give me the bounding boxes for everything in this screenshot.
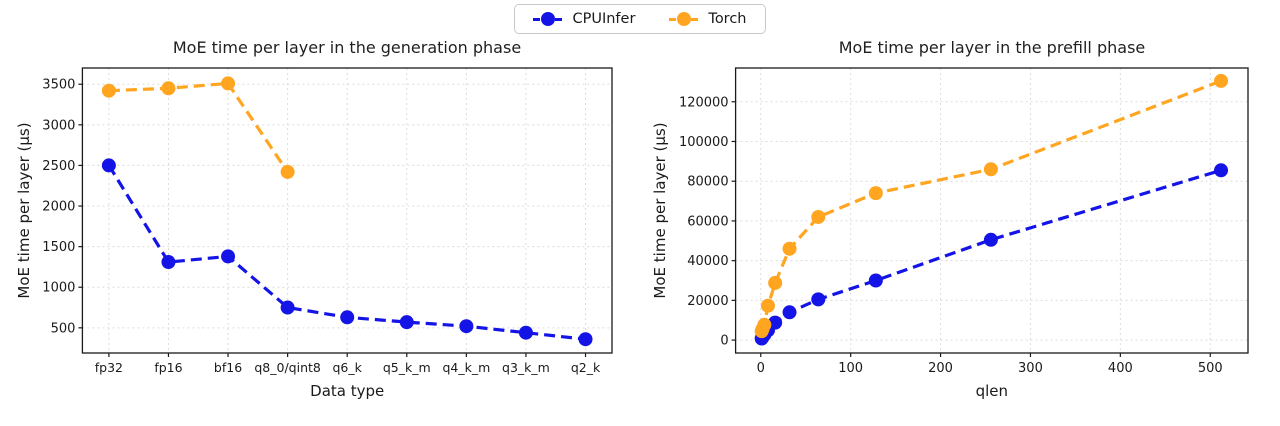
plot-border: [81, 67, 613, 354]
data-point: [518, 325, 533, 340]
x-axis: 0 100 200 300 400 500: [757, 353, 1223, 376]
svg-text:60000: 60000: [687, 214, 728, 229]
data-point: [161, 255, 176, 270]
generation-chart-title: MoE time per layer in the generation pha…: [172, 38, 522, 57]
data-point: [340, 310, 355, 325]
svg-text:100: 100: [838, 361, 863, 376]
svg-text:20000: 20000: [687, 294, 728, 309]
data-point: [983, 162, 998, 177]
legend-label-torch: Torch: [708, 11, 747, 27]
prefill-chart-panel: MoE time per layer in the prefill phase …: [650, 36, 1260, 409]
data-point: [868, 186, 883, 201]
data-point: [768, 275, 783, 290]
data-point: [101, 158, 116, 173]
legend-dot: [541, 12, 556, 26]
data-point: [983, 232, 998, 247]
svg-text:3500: 3500: [42, 78, 75, 93]
legend-item-cpuinfer: CPUInfer: [533, 11, 635, 27]
svg-text:q5_k_m: q5_k_m: [383, 360, 431, 375]
svg-text:q8_0/qint8: q8_0/qint8: [254, 360, 321, 375]
legend-dot: [677, 12, 692, 26]
data-point: [768, 315, 783, 330]
y-axis-label: MoE time per layer (µs): [651, 122, 669, 298]
cpuinfer-marker-icon: [533, 12, 564, 26]
generation-chart-panel: MoE time per layer in the generation pha…: [14, 36, 624, 409]
prefill-chart-title: MoE time per layer in the prefill phase: [838, 38, 1146, 57]
generation-phase-chart: 500 1000 1500 2000 2500 3000 3500 fp32 fp16 bf16 q…: [15, 67, 613, 400]
series-cpuinfer: [101, 158, 593, 347]
svg-text:0: 0: [757, 361, 765, 376]
svg-text:500: 500: [51, 321, 76, 336]
data-point: [221, 249, 236, 264]
legend-row: CPUInfer Torch: [0, 4, 1280, 34]
grid-lines: [735, 68, 1248, 353]
y-axis-label: MoE time per layer (µs): [15, 122, 33, 298]
svg-text:fp16: fp16: [154, 360, 182, 375]
data-point: [101, 83, 116, 98]
data-point: [399, 315, 414, 330]
svg-text:80000: 80000: [687, 175, 728, 190]
svg-text:3000: 3000: [42, 118, 75, 133]
y-axis: 0 20000 40000 60000 80000 100000 120000: [679, 95, 736, 349]
legend-item-torch: Torch: [669, 11, 747, 27]
svg-text:bf16: bf16: [214, 360, 242, 375]
svg-text:1500: 1500: [42, 240, 75, 255]
data-point: [221, 76, 236, 91]
data-point: [280, 164, 295, 179]
svg-text:120000: 120000: [679, 95, 729, 110]
data-point: [811, 292, 826, 307]
svg-text:2500: 2500: [42, 159, 75, 174]
data-point: [1214, 73, 1229, 88]
x-axis: fp32 fp16 bf16 q8_0/qint8 q6_k q5_k_m q4_k_m q3…: [95, 353, 601, 375]
svg-text:q2_k: q2_k: [571, 360, 601, 375]
series-torch: [101, 76, 295, 179]
series-torch: [754, 73, 1229, 339]
data-point: [782, 241, 797, 256]
data-point: [782, 305, 797, 320]
plot-border: [734, 67, 1249, 354]
svg-text:fp32: fp32: [95, 360, 123, 375]
data-point: [459, 319, 474, 334]
series-cpuinfer: [754, 163, 1229, 346]
svg-text:200: 200: [928, 361, 953, 376]
data-point: [760, 298, 775, 313]
data-point: [280, 300, 295, 315]
x-axis-label: Data type: [310, 382, 384, 400]
data-point: [868, 273, 883, 288]
data-point: [161, 81, 176, 96]
chart-legend: CPUInfer Torch: [514, 4, 766, 34]
data-point: [811, 209, 826, 224]
series-line: [760, 79, 1222, 332]
data-point: [757, 317, 772, 332]
svg-text:500: 500: [1198, 361, 1223, 376]
svg-text:400: 400: [1108, 361, 1133, 376]
charts-row: MoE time per layer in the generation pha…: [0, 36, 1280, 409]
series-line: [760, 168, 1222, 340]
svg-text:2000: 2000: [42, 200, 75, 215]
svg-text:q4_k_m: q4_k_m: [442, 360, 490, 375]
x-axis-label: qlen: [976, 382, 1008, 400]
prefill-phase-chart: 0 20000 40000 60000 80000 100000 120000 0 100 200…: [651, 67, 1249, 400]
svg-text:1000: 1000: [42, 281, 75, 296]
data-point: [1214, 163, 1229, 178]
torch-marker-icon: [669, 12, 700, 26]
svg-text:0: 0: [720, 334, 728, 349]
series-line: [108, 81, 289, 173]
svg-text:q3_k_m: q3_k_m: [502, 360, 550, 375]
grid-lines: [82, 68, 612, 353]
svg-text:300: 300: [1018, 361, 1043, 376]
svg-text:100000: 100000: [679, 135, 729, 150]
data-point: [578, 332, 593, 347]
svg-text:40000: 40000: [687, 254, 728, 269]
svg-text:q6_k: q6_k: [333, 360, 363, 375]
y-axis: 500 1000 1500 2000 2500 3000 3500: [42, 78, 83, 336]
legend-label-cpuinfer: CPUInfer: [572, 11, 636, 27]
